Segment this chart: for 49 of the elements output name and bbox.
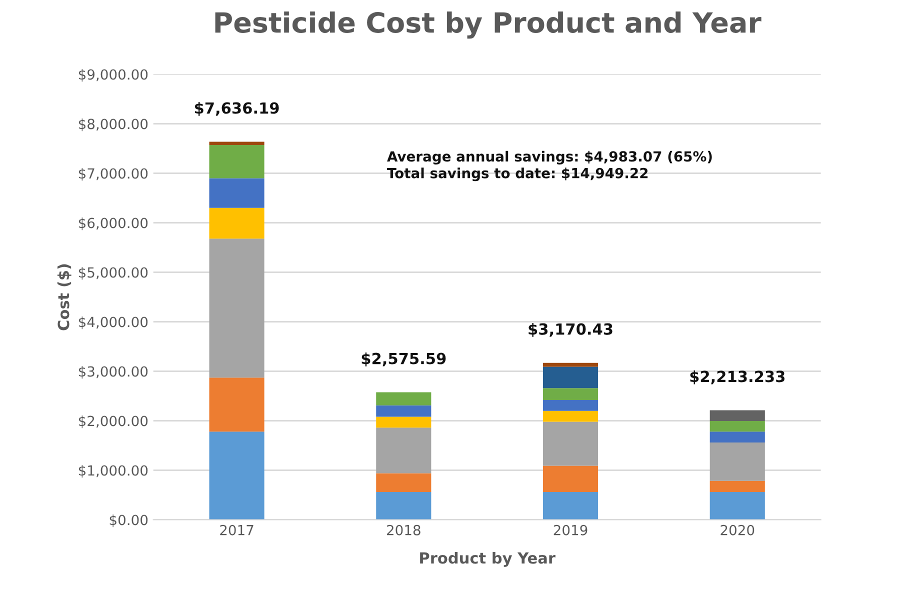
bar (710, 492, 765, 520)
bar (542, 492, 598, 520)
y-tick-label: $2,000.00 (78, 415, 148, 428)
bar (209, 432, 264, 520)
bar (542, 410, 598, 422)
y-tick-label: $7,000.00 (78, 168, 148, 181)
bar (209, 378, 264, 432)
y-tick-label: $9,000.00 (78, 68, 148, 82)
annotation: Average annual savings: $4,983.07 (65%) Total savings to date: $14,949.22 (387, 150, 712, 182)
total-label: $2,575.59 (362, 352, 446, 366)
y-tick-label: $4,000.00 (78, 316, 148, 330)
x-tick-label: 2020 (720, 524, 754, 536)
bar (376, 492, 432, 520)
x-tick-label: 2018 (386, 524, 420, 536)
bar (710, 480, 765, 492)
bar (376, 473, 432, 492)
x-tick-label: 2017 (220, 524, 254, 536)
total-label: $3,170.43 (528, 323, 612, 337)
bar (542, 362, 598, 367)
bar (710, 432, 765, 443)
y-tick-label: $6,000.00 (78, 217, 148, 230)
y-tick-label: $1,000.00 (78, 464, 148, 478)
bar (209, 142, 264, 146)
y-tick-label: $0.00 (110, 514, 148, 528)
total-label: $2,213.233 (690, 370, 784, 384)
bar (542, 466, 598, 492)
bar (542, 400, 598, 411)
bar (376, 392, 432, 406)
bar (209, 178, 264, 208)
bar (376, 416, 432, 428)
bar (542, 366, 598, 388)
bar (376, 405, 432, 417)
y-tick-label: $8,000.00 (78, 118, 148, 132)
y-axis-title: Cost ($) (57, 264, 72, 330)
bar (542, 422, 598, 466)
x-axis-title: Product by Year (420, 552, 556, 567)
bar (542, 388, 598, 400)
bar (376, 428, 432, 474)
bar (209, 238, 264, 378)
bar (710, 421, 765, 432)
y-tick-label: $5,000.00 (78, 266, 148, 280)
x-tick-label: 2019 (554, 524, 588, 536)
y-tick-label: $3,000.00 (78, 366, 148, 379)
chart-title: Pesticide Cost by Product and Year (215, 11, 762, 39)
bar (710, 410, 765, 421)
bar (209, 145, 264, 178)
bar (209, 208, 264, 239)
total-label: $7,636.19 (194, 102, 279, 116)
bar (710, 442, 765, 481)
